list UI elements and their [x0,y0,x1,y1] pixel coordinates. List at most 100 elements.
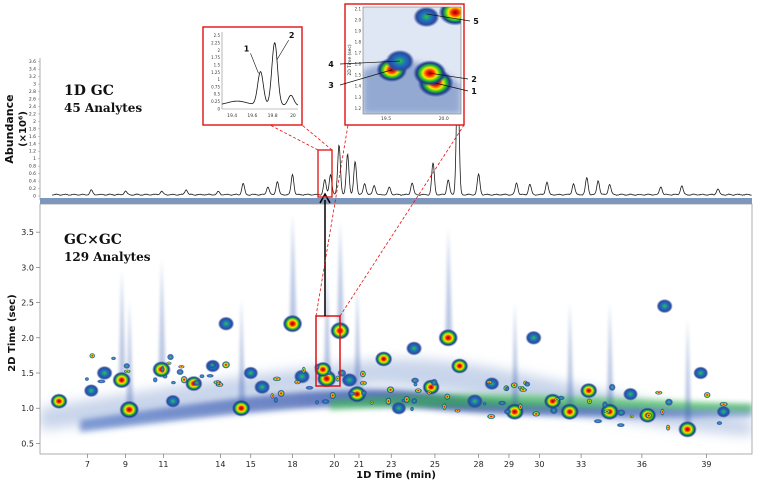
gcxgc-panel: 0.5 1.0 1.5 2.0 2.5 3.0 3.5 7 9 11 14 15 18 20 21 23 25… [7,192,753,481]
x-tick-label: 19.4 [227,113,237,119]
minor-spot [160,365,165,374]
minor-spot [123,362,131,369]
x-tick-label: 28 [473,460,483,469]
minor-spot [531,411,541,417]
y-tick-label: 1.75 [211,55,220,60]
y-tick-label: 1.9 [355,29,362,34]
peak-label: 2 [289,31,295,40]
minor-spot [510,382,518,389]
y-tick-label: 0.4 [29,179,36,185]
spot-label: 1 [471,87,477,96]
spot [579,382,598,399]
y-tick-label: 3.6 [29,59,36,65]
minor-spot [221,360,231,369]
1d-y-label: Abundance (×10⁶) [3,94,29,163]
y-tick-label: 1.5 [214,62,221,67]
spot [405,341,423,356]
y-tick-label: 0 [217,106,220,111]
linking-arrowhead [319,192,331,204]
spot [656,298,673,314]
y-tick-label: 3.4 [29,67,36,73]
spot [484,376,500,391]
minor-spot [215,379,220,386]
minor-spot [410,397,418,405]
spot [466,393,483,409]
minor-spot [486,413,496,420]
spot-leader [339,69,392,86]
minor-spot [162,374,168,379]
minor-spot [277,389,285,398]
spot-tail [445,227,453,338]
spot [438,328,459,347]
1d-inset-x-ticks: 19.4 19.6 19.8 20 [227,113,296,119]
spot [243,366,259,380]
spot [347,385,367,403]
x-tick-label: 39 [701,460,711,469]
gcxgc-spots [50,298,731,438]
minor-spot [608,383,616,392]
y-tick-label: 0.8 [29,164,36,170]
minor-spot [206,373,215,378]
spot-label: 3 [328,81,334,90]
1d-zoom-box [317,149,333,198]
y-tick-label: 1.7 [355,51,362,56]
y-tick-label: 1.6 [355,62,362,67]
minor-spot [166,361,172,366]
gcxgc-inset-x-ticks: 19.5 20.0 [381,116,449,122]
gcxgc-y-ticks: 0.5 1.0 1.5 2.0 2.5 3.0 3.5 [21,228,40,448]
y-tick-label: 0.5 [21,439,34,448]
y-tick-label: 1.5 [21,369,34,378]
minor-spot [593,418,603,424]
y-tick-label: 1.2 [355,106,362,111]
minor-spot [273,396,279,404]
minor-spot [716,420,723,426]
connector-1d-right [301,124,333,151]
x-tick-label: 36 [637,460,647,469]
spot-leader [426,13,471,22]
y-tick-label: 1.8 [29,126,36,132]
minor-spot [385,397,392,406]
minor-spot [616,422,625,428]
y-tick-label: 2 [217,48,220,53]
spot-leader [339,60,400,65]
spot [282,314,303,333]
1d-y-ticks: 00.20.40.60.811.21.41.61.822.22.42.62.83… [29,59,40,200]
gcxgc-inset-y-label: 2D Time (sec) [347,44,353,76]
spot-tail [323,268,331,379]
minor-spot [664,398,674,406]
gcxgc-inset-plot-frame [362,6,462,115]
minor-spot [660,408,665,416]
x-tick-label: 19.8 [268,113,278,119]
minor-spot [301,366,306,375]
spot-tails [118,213,692,430]
minor-spot [482,401,487,406]
1d-title: 1D GC [64,83,114,99]
minor-spot [553,397,560,402]
y-tick-label: 2.8 [29,89,36,95]
x-tick-label: 23 [386,460,396,469]
y-tick-label: 1.8 [355,40,362,45]
minor-spot [586,398,593,405]
y-tick-label: 2.2 [29,111,36,117]
spot-label: 2 [471,75,477,84]
x-tick-label: 33 [576,460,586,469]
spot [560,403,580,421]
x-tick-label: 30 [534,460,544,469]
y-tick-label: 3 [33,82,36,88]
x-tick-label: 18 [287,460,297,469]
y-tick-label: 3.2 [29,74,36,80]
y-tick-label: 1 [33,156,36,162]
spot [438,7,461,26]
spot [119,400,140,419]
minor-spot [426,390,432,395]
1d-inset-peak-labels: 12 [244,31,295,74]
minor-spot [602,400,608,409]
y-tick-label: 1.5 [355,73,362,78]
minor-spot [327,370,332,376]
x-tick-label: 20.0 [439,116,449,122]
peak-leader [276,39,289,61]
y-tick-label: 1.25 [211,70,220,75]
minor-spot [84,376,90,382]
